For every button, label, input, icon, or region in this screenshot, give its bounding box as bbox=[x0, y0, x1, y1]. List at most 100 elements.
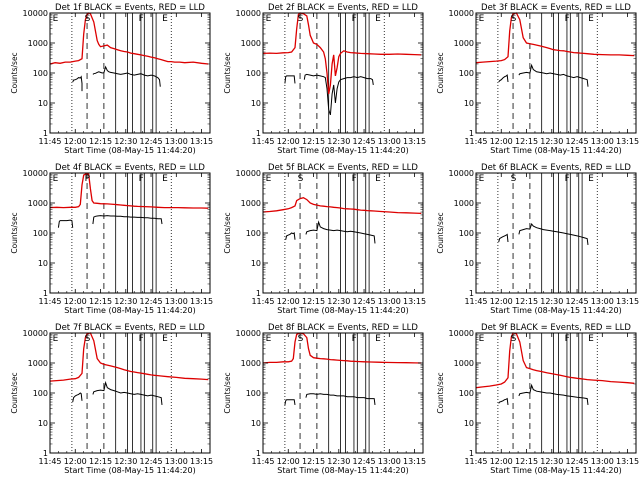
x-tick-label: 13:00 bbox=[165, 457, 188, 466]
plot-frame bbox=[262, 172, 424, 294]
y-tick-label: 10 bbox=[464, 99, 474, 108]
segment-label: S bbox=[298, 334, 304, 344]
x-tick-label: 12:30 bbox=[327, 137, 350, 146]
chart-title: Det 5f BLACK = Events, RED = LLD bbox=[268, 163, 418, 173]
y-tick-label: 1 bbox=[469, 289, 474, 298]
x-tick-label: 13:15 bbox=[190, 297, 213, 306]
y-tick-label: 10000 bbox=[23, 9, 48, 18]
plot-frame bbox=[49, 332, 211, 454]
y-tick-label: 1 bbox=[43, 449, 48, 458]
segment-label: E bbox=[266, 174, 272, 184]
x-axis-label: Start Time (08-May-15 11:44:20) bbox=[64, 146, 195, 155]
y-tick-label: 10 bbox=[251, 419, 261, 428]
segment-label: E bbox=[53, 174, 59, 184]
y-tick-label: 10 bbox=[251, 99, 261, 108]
x-tick-label: 11:45 bbox=[38, 297, 61, 306]
x-tick-label: 11:45 bbox=[464, 457, 487, 466]
segment-label: E bbox=[162, 14, 168, 24]
segment-label: S bbox=[298, 14, 304, 24]
x-tick-label: 12:30 bbox=[114, 137, 137, 146]
y-tick-label: 10000 bbox=[449, 169, 474, 178]
y-axis-label: Counts/sec bbox=[10, 212, 19, 253]
y-tick-label: 1 bbox=[469, 129, 474, 138]
segment-label: P bbox=[85, 174, 91, 184]
plot-frame bbox=[262, 12, 424, 134]
segment-label: E bbox=[479, 174, 485, 184]
x-tick-label: 11:45 bbox=[464, 137, 487, 146]
segment-label: E bbox=[375, 174, 381, 184]
x-axis-label: Start Time (08-May-15 11:44:20) bbox=[490, 306, 621, 315]
x-axis-label: Start Time (08-May-15 11:44:20) bbox=[277, 466, 408, 475]
chart-title: Det 9f BLACK = Events, RED = LLD bbox=[481, 323, 631, 333]
events-series-line bbox=[518, 222, 589, 245]
y-tick-label: 100 bbox=[246, 229, 261, 238]
y-tick-label: 1 bbox=[256, 289, 261, 298]
chart-title: Det 6f BLACK = Events, RED = LLD bbox=[481, 163, 631, 173]
x-tick-label: 12:00 bbox=[64, 137, 87, 146]
y-tick-label: 1000 bbox=[28, 199, 48, 208]
y-tick-label: 10000 bbox=[23, 169, 48, 178]
lld-series-line bbox=[262, 12, 422, 95]
x-tick-label: 12:15 bbox=[302, 457, 325, 466]
y-tick-label: 10000 bbox=[23, 329, 48, 338]
x-tick-label: 12:15 bbox=[302, 297, 325, 306]
x-tick-label: 12:15 bbox=[302, 137, 325, 146]
y-tick-label: 10 bbox=[464, 259, 474, 268]
segment-label: S bbox=[85, 14, 91, 24]
x-axis-label: Start Time (08-May-15 11:44:20) bbox=[490, 146, 621, 155]
y-tick-label: 1 bbox=[469, 449, 474, 458]
segment-label: F bbox=[565, 174, 570, 184]
x-tick-label: 12:15 bbox=[89, 137, 112, 146]
x-tick-label: 13:15 bbox=[190, 137, 213, 146]
y-tick-label: 10 bbox=[38, 259, 48, 268]
x-tick-label: 12:45 bbox=[566, 137, 589, 146]
x-tick-label: 12:30 bbox=[540, 297, 563, 306]
segment-label: F bbox=[565, 334, 570, 344]
segment-label: S bbox=[298, 174, 304, 184]
x-tick-label: 13:00 bbox=[591, 137, 614, 146]
y-axis-label: Counts/sec bbox=[223, 52, 232, 93]
segment-label: E bbox=[162, 174, 168, 184]
segment-label: E bbox=[53, 14, 59, 24]
segment-label: E bbox=[162, 334, 168, 344]
events-series-line bbox=[305, 220, 376, 244]
segment-label: S bbox=[511, 334, 517, 344]
x-tick-label: 12:45 bbox=[566, 457, 589, 466]
y-tick-label: 1000 bbox=[28, 359, 48, 368]
segment-label: E bbox=[588, 14, 594, 24]
x-tick-label: 12:15 bbox=[89, 297, 112, 306]
events-series-line bbox=[92, 65, 161, 87]
events-series-line bbox=[498, 397, 509, 405]
lld-series-line bbox=[475, 332, 635, 389]
segment-label: F bbox=[352, 334, 357, 344]
chart-title: Det 4f BLACK = Events, RED = LLD bbox=[55, 163, 205, 173]
plot-frame bbox=[475, 12, 637, 134]
y-tick-label: 1000 bbox=[241, 199, 261, 208]
y-tick-label: 1000 bbox=[454, 199, 474, 208]
lld-series-line bbox=[262, 332, 422, 364]
y-tick-label: 10 bbox=[38, 99, 48, 108]
x-tick-label: 12:45 bbox=[353, 297, 376, 306]
x-tick-label: 12:00 bbox=[64, 297, 87, 306]
segment-label: S bbox=[85, 334, 91, 344]
x-tick-label: 13:15 bbox=[403, 137, 426, 146]
lld-series-line bbox=[49, 332, 209, 382]
y-tick-label: 1 bbox=[256, 129, 261, 138]
y-axis-label: Counts/sec bbox=[223, 372, 232, 413]
y-axis-label: Counts/sec bbox=[436, 372, 445, 413]
x-tick-label: 13:15 bbox=[616, 297, 639, 306]
events-series-line bbox=[285, 232, 296, 240]
y-tick-label: 1000 bbox=[28, 39, 48, 48]
events-series-line bbox=[498, 74, 509, 83]
lld-series-line bbox=[49, 12, 209, 65]
y-tick-label: 1000 bbox=[454, 359, 474, 368]
plot-frame bbox=[49, 12, 211, 134]
y-axis-label: Counts/sec bbox=[436, 212, 445, 253]
x-tick-label: 13:15 bbox=[616, 137, 639, 146]
segment-label: E bbox=[266, 334, 272, 344]
